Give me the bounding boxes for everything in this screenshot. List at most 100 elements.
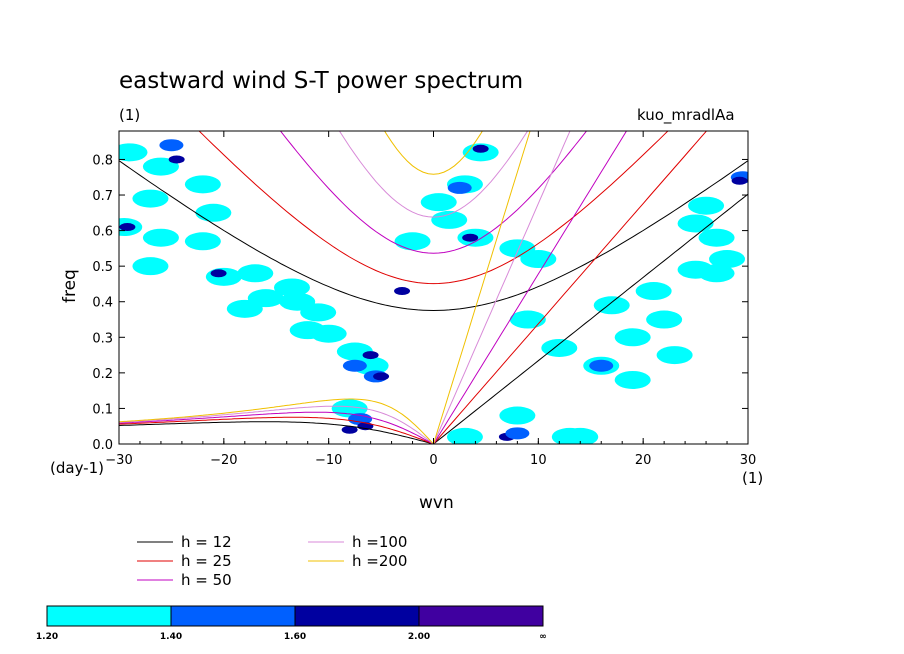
- colorbar-swatch-1: [170, 605, 296, 627]
- kelvin-curve-h100: [433, 131, 571, 444]
- power-blob-12: [210, 269, 227, 278]
- rossby-curve-h200: [119, 398, 434, 444]
- power-blob-31: [431, 210, 468, 229]
- rossby-curve-h50: [119, 411, 434, 444]
- power-blob-51: [698, 228, 735, 247]
- power-blob-9: [142, 228, 179, 247]
- power-blob-52: [709, 250, 746, 269]
- ig-curve-h12: [119, 160, 748, 312]
- power-blob-46: [593, 296, 630, 315]
- power-blob-49: [646, 310, 683, 329]
- power-blob-58: [656, 346, 693, 365]
- power-blob-54: [731, 176, 748, 185]
- power-blob-22: [342, 359, 367, 372]
- power-blob-48: [635, 282, 672, 301]
- y-tick-label: 0.3: [92, 331, 113, 346]
- power-blob-67: [446, 427, 483, 444]
- power-blob-35: [472, 144, 489, 153]
- power-blob-57: [698, 264, 735, 283]
- power-blob-3: [168, 155, 185, 164]
- power-blob-23: [362, 351, 379, 360]
- power-blob-27: [341, 425, 358, 434]
- y-axis-label: freq: [60, 269, 80, 303]
- power-blob-60: [195, 203, 232, 222]
- y-tick-label: 0.0: [92, 438, 113, 453]
- power-blob-33: [447, 181, 472, 194]
- power-blob-28: [394, 287, 411, 296]
- power-blob-61: [273, 278, 310, 297]
- y-tick-label: 0.1: [92, 402, 113, 417]
- x-unit-label: (1): [742, 469, 763, 487]
- colorbar-level-1: 1.40: [160, 632, 182, 642]
- ig-curve-h25: [198, 131, 669, 285]
- ig-curve-h100: [338, 131, 529, 218]
- units-label: (1): [119, 106, 140, 124]
- rossby-curve-h12: [119, 421, 434, 444]
- legend-label-h50: h = 50: [181, 571, 232, 589]
- x-tick-label: 0: [429, 453, 437, 468]
- y-tick-label: 0.7: [92, 189, 113, 204]
- y-tick-label: 0.6: [92, 225, 113, 240]
- power-blob-42: [505, 427, 530, 440]
- legend-label-h100: h =100: [352, 533, 407, 551]
- power-blob-47: [614, 328, 651, 347]
- power-blob-30: [420, 193, 457, 212]
- kelvin-curve-h50: [433, 131, 628, 444]
- power-blob-2: [159, 139, 184, 152]
- power-blob-59: [614, 370, 651, 389]
- colorbar: 1.20 1.40 1.60 2.00 ∞: [36, 605, 547, 642]
- power-blob-62: [226, 299, 263, 318]
- power-blob-40: [499, 406, 536, 425]
- colorbar-level-0: 1.20: [36, 632, 58, 642]
- rossby-curve-h25: [119, 416, 434, 444]
- power-blob-39: [462, 233, 479, 242]
- power-blob-1: [142, 157, 179, 176]
- power-blob-64: [509, 310, 546, 329]
- ig-curve-h50: [279, 131, 588, 254]
- y-tick-label: 0.5: [92, 260, 113, 275]
- colorbar-level-4: ∞: [539, 632, 547, 642]
- power-blob-21: [373, 372, 390, 381]
- kelvin-curve-h25: [433, 131, 708, 444]
- legend-label-h200: h =200: [352, 552, 407, 570]
- rossby-curve-h100: [119, 405, 434, 444]
- axis-ticks: −30 −20 −10 0 10 20 30 0.0 0.1 0.2 0.3 0.4 0.5 0.6 0.7…: [92, 131, 756, 468]
- power-blob-5: [119, 223, 136, 232]
- x-tick-label: −30: [105, 453, 132, 468]
- y-tick-label: 0.8: [92, 153, 113, 168]
- ig-curve-h200: [384, 131, 483, 175]
- power-blob-8: [184, 232, 221, 251]
- power-blob-63: [300, 303, 337, 322]
- power-blob-7: [184, 175, 221, 194]
- x-tick-label: 30: [740, 453, 757, 468]
- colorbar-swatch-3: [418, 605, 544, 627]
- x-tick-label: −20: [210, 453, 237, 468]
- experiment-label: kuo_mradlAa: [637, 106, 735, 125]
- legend-label-h12: h = 12: [181, 533, 232, 551]
- power-blob-45: [589, 359, 614, 372]
- power-blob-65: [541, 338, 578, 357]
- x-tick-label: −10: [315, 453, 342, 468]
- power-blob-6: [132, 189, 169, 208]
- power-shading: [119, 139, 748, 444]
- power-blob-66: [551, 427, 588, 444]
- legend-label-h25: h = 25: [181, 552, 232, 570]
- power-blob-56: [677, 214, 714, 233]
- power-blob-11: [237, 264, 274, 283]
- colorbar-level-2: 1.60: [284, 632, 306, 642]
- power-blob-29: [394, 232, 431, 251]
- kelvin-curve-h12: [433, 193, 748, 444]
- x-tick-label: 20: [635, 453, 652, 468]
- colorbar-swatch-0: [46, 605, 172, 627]
- x-tick-label: 10: [530, 453, 547, 468]
- kelvin-curve-h200: [433, 131, 531, 444]
- power-blob-17: [310, 324, 347, 343]
- y-tick-label: 0.4: [92, 296, 113, 311]
- chart-title: eastward wind S-T power spectrum: [119, 68, 523, 94]
- power-blob-55: [688, 196, 725, 215]
- dispersion-curves: [119, 131, 748, 444]
- y-unit-label: (day-1): [50, 459, 104, 477]
- power-blob-13: [132, 257, 169, 276]
